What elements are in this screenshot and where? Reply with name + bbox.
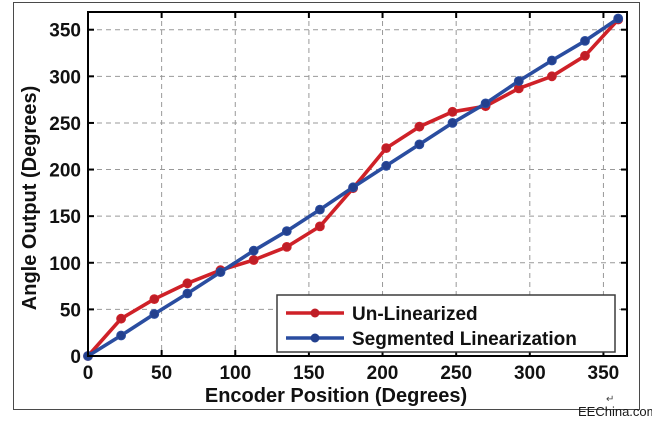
legend-label-segmented-linearization: Segmented Linearization: [352, 329, 577, 350]
data-point: [281, 242, 292, 252]
data-point: [116, 313, 126, 324]
data-point: [381, 143, 392, 154]
data-point: [116, 330, 126, 341]
data-point: [513, 76, 524, 86]
return-arrow-icon: ↵: [606, 394, 615, 405]
legend: Un-Linearized Segmented Linearization: [276, 294, 616, 353]
gridlines: [88, 12, 627, 356]
watermark-text: EEChina.com: [578, 404, 652, 419]
y-tick-label: 200: [49, 161, 81, 182]
x-axis-label: Encoder Position (Degrees): [205, 385, 467, 407]
data-point: [182, 278, 193, 289]
data-point: [381, 160, 392, 171]
series-layer: [83, 13, 624, 361]
data-point: [447, 106, 458, 117]
data-point: [315, 221, 325, 232]
y-tick-label: 0: [70, 347, 81, 368]
plot-border: [87, 11, 628, 357]
series-segmented-linearization: [83, 13, 624, 361]
legend-marker-un-linearized: [310, 308, 320, 318]
data-point: [447, 118, 458, 128]
data-point: [580, 36, 590, 46]
data-point: [414, 139, 425, 150]
data-point: [547, 71, 557, 82]
x-tick-label: 0: [83, 363, 94, 384]
x-tick-label: 250: [440, 363, 472, 384]
data-point: [149, 309, 160, 319]
data-point: [580, 50, 590, 61]
y-tick-label: 300: [49, 67, 81, 88]
y-axis-label: Angle Output (Degrees): [19, 86, 41, 310]
data-point: [281, 226, 292, 237]
y-tick-label: 250: [49, 114, 81, 135]
legend-marker-segmented-linearization: [310, 333, 320, 343]
data-point: [149, 294, 160, 305]
x-tick-label: 100: [219, 363, 251, 384]
y-tick-label: 50: [60, 300, 81, 321]
x-tick-label: 50: [151, 363, 172, 384]
data-point: [215, 267, 226, 278]
x-tick-labels: 0 50 100 150 200 250 300 350: [83, 363, 620, 384]
data-point: [414, 121, 425, 132]
data-point: [348, 182, 359, 193]
data-point: [248, 245, 259, 256]
legend-box: [276, 294, 616, 353]
y-tick-label: 150: [49, 207, 81, 228]
y-tick-labels: 0 50 100 150 200 250 300 350: [49, 21, 81, 368]
data-point: [613, 13, 624, 24]
legend-label-un-linearized: Un-Linearized: [352, 304, 478, 325]
data-point: [315, 204, 325, 215]
x-tick-label: 150: [293, 363, 325, 384]
data-point: [248, 255, 259, 265]
data-point: [182, 288, 193, 299]
y-tick-label: 350: [49, 21, 81, 42]
data-point: [480, 98, 491, 109]
x-tick-label: 200: [367, 363, 399, 384]
x-tick-label: 300: [514, 363, 546, 384]
x-tick-label: 350: [588, 363, 620, 384]
y-tick-label: 100: [49, 254, 81, 275]
data-point: [547, 55, 557, 66]
watermark: ↵ EEChina.com: [576, 394, 652, 420]
